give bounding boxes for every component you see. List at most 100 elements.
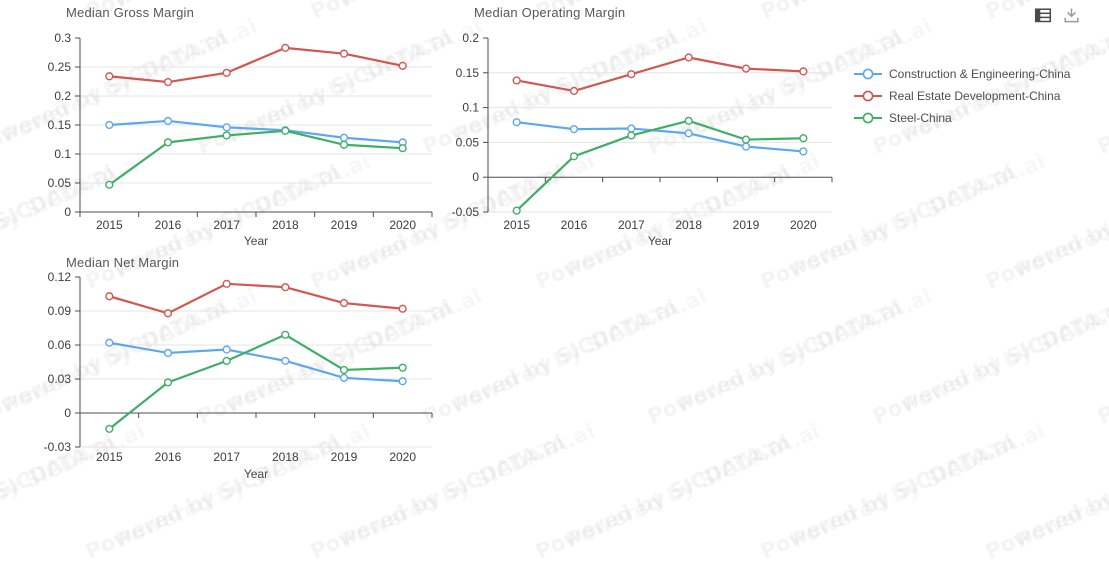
data-point-construction-engineering-china[interactable] (684, 129, 693, 138)
watermark-text: Powered by SICDATA.ai (757, 430, 1019, 564)
data-point-real-estate-development-china[interactable] (569, 86, 579, 95)
x-axis-title: Year (244, 234, 268, 248)
data-point-real-estate-development-china[interactable] (222, 279, 231, 288)
data-point-real-estate-development-china[interactable] (741, 64, 751, 73)
data-point-real-estate-development-china[interactable] (281, 43, 290, 52)
data-point-steel-china[interactable] (339, 140, 349, 149)
x-tick-label: 2015 (503, 218, 530, 232)
legend-marker-icon (854, 68, 882, 80)
x-tick-label: 2020 (790, 218, 817, 232)
x-tick-label: 2015 (96, 450, 123, 464)
y-tick-label: 0.09 (48, 304, 72, 318)
y-tick-label: 0.25 (48, 60, 72, 74)
x-tick-label: 2016 (155, 218, 182, 232)
chart-title: Median Net Margin (66, 255, 180, 270)
data-point-construction-engineering-china[interactable] (163, 348, 173, 358)
series-line-real-estate-development-china (515, 56, 805, 92)
data-point-construction-engineering-china[interactable] (281, 356, 290, 365)
watermark-text: Powered by SICDATA.ai (532, 430, 794, 564)
y-tick-label: 0.3 (54, 31, 71, 45)
data-point-construction-engineering-china[interactable] (222, 345, 231, 354)
x-tick-label: 2017 (213, 450, 240, 464)
series-line-real-estate-development-china (108, 46, 404, 84)
x-axis-title: Year (244, 467, 268, 481)
data-point-construction-engineering-china[interactable] (222, 123, 231, 132)
data-point-steel-china[interactable] (684, 116, 693, 125)
data-point-real-estate-development-china[interactable] (339, 298, 349, 308)
chart-median-net-margin: Median Net Margin -0.03 0 0.03 0.06 0.09 0.12… (20, 252, 460, 497)
data-point-construction-engineering-china[interactable] (105, 120, 114, 130)
chart-median-gross-margin: Median Gross Margin 0 0.05 0.1 0.15 0.2 0.25 0… (20, 2, 460, 252)
data-point-real-estate-development-china[interactable] (398, 304, 407, 313)
series-line-construction-engineering-china (108, 341, 404, 383)
x-tick-label: 2018 (675, 218, 702, 232)
chart-median-operating-margin: Median Operating Margin -0.05 0 0.05 0.1 0.1… (428, 2, 838, 252)
data-point-steel-china[interactable] (339, 365, 349, 375)
x-tick-label: 2019 (331, 218, 358, 232)
data-point-steel-china[interactable] (398, 363, 407, 372)
data-point-steel-china[interactable] (105, 180, 114, 189)
legend-item-construction-engineering-china[interactable]: Construction & Engineering-China (853, 63, 1070, 85)
data-point-real-estate-development-china[interactable] (281, 283, 290, 292)
data-point-steel-china[interactable] (741, 135, 751, 144)
data-point-steel-china[interactable] (222, 356, 231, 365)
y-tick-label: 0.1 (54, 147, 71, 161)
watermark-text: Powered by SICDATA.ai (1094, 25, 1109, 159)
data-point-real-estate-development-china[interactable] (684, 53, 693, 62)
data-point-construction-engineering-china[interactable] (398, 377, 407, 386)
download-icon[interactable] (1063, 7, 1081, 24)
y-tick-label: -0.03 (44, 440, 72, 454)
data-point-steel-china[interactable] (512, 206, 521, 215)
y-tick-label: 0.15 (48, 118, 72, 132)
median-operating-margin-plot: -0.05 0 0.05 0.1 0.15 0.2 2015 2016 2017 2018 2019… (452, 31, 833, 248)
data-point-construction-engineering-china[interactable] (627, 124, 636, 133)
data-point-construction-engineering-china[interactable] (569, 125, 579, 134)
data-point-real-estate-development-china[interactable] (398, 61, 407, 70)
data-point-real-estate-development-china[interactable] (339, 49, 349, 58)
data-point-construction-engineering-china[interactable] (163, 116, 173, 126)
x-tick-label: 2017 (618, 218, 645, 232)
y-tick-label: 0 (64, 205, 71, 219)
x-tick-label: 2018 (272, 450, 299, 464)
data-point-real-estate-development-china[interactable] (105, 292, 114, 301)
legend-item-real-estate-development-china[interactable]: Real Estate Development-China (853, 85, 1070, 107)
data-point-real-estate-development-china[interactable] (105, 72, 114, 81)
data-point-steel-china[interactable] (105, 424, 114, 433)
y-tick-label: 0.1 (462, 101, 479, 115)
chart-toolbox (1034, 7, 1081, 24)
data-point-real-estate-development-china[interactable] (163, 77, 173, 87)
median-gross-margin-plot: 0 0.05 0.1 0.15 0.2 0.25 0.3 2015 2016 2017 2018 20… (48, 31, 433, 248)
data-point-construction-engineering-china[interactable] (105, 338, 114, 347)
data-point-steel-china[interactable] (222, 131, 231, 140)
data-point-construction-engineering-china[interactable] (799, 147, 808, 156)
data-point-steel-china[interactable] (281, 126, 290, 135)
data-point-steel-china[interactable] (163, 378, 173, 387)
watermark-text: Powered by SICDATA.ai (644, 295, 906, 429)
data-point-real-estate-development-china[interactable] (627, 70, 636, 79)
legend-marker-icon (854, 112, 882, 124)
data-point-steel-china[interactable] (398, 144, 407, 153)
y-tick-label: 0.05 (456, 135, 480, 149)
data-view-icon[interactable] (1034, 7, 1052, 24)
series-line-real-estate-development-china (108, 282, 404, 315)
data-point-construction-engineering-china[interactable] (741, 142, 751, 151)
data-point-steel-china[interactable] (799, 134, 808, 143)
data-point-steel-china[interactable] (569, 152, 579, 161)
series-line-construction-engineering-china (108, 119, 404, 144)
legend-label: Steel-China (889, 111, 952, 125)
data-point-real-estate-development-china[interactable] (163, 309, 173, 318)
data-point-steel-china[interactable] (163, 138, 173, 147)
data-point-real-estate-development-china[interactable] (799, 67, 808, 76)
data-point-real-estate-development-china[interactable] (222, 68, 231, 77)
data-point-steel-china[interactable] (627, 131, 636, 140)
data-point-real-estate-development-china[interactable] (512, 76, 521, 85)
legend-item-steel-china[interactable]: Steel-China (853, 107, 1070, 129)
y-tick-label: 0.2 (54, 89, 71, 103)
x-axis-title: Year (648, 234, 672, 248)
data-point-construction-engineering-china[interactable] (512, 118, 521, 127)
data-point-construction-engineering-china[interactable] (339, 133, 349, 142)
y-tick-label: -0.05 (452, 205, 480, 219)
data-point-construction-engineering-china[interactable] (339, 373, 349, 382)
data-point-steel-china[interactable] (281, 330, 290, 339)
x-tick-label: 2017 (213, 218, 240, 232)
